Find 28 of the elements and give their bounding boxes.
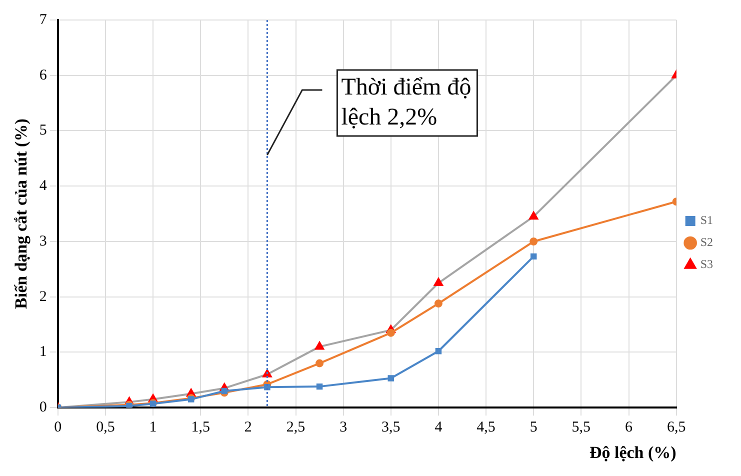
x-tick-label: 1,5 xyxy=(191,420,210,436)
x-tick-label: 6 xyxy=(625,420,634,436)
x-tick-label: 3 xyxy=(340,420,348,436)
y-tick-label: 1 xyxy=(39,344,47,360)
x-tick-label: 4,5 xyxy=(476,420,496,436)
legend-label: S3 xyxy=(700,257,714,272)
x-tick-label: 4 xyxy=(434,420,443,436)
y-tick-label: 2 xyxy=(39,288,47,305)
y-tick-label: 0 xyxy=(39,400,47,416)
y-tick-label: 5 xyxy=(39,122,47,139)
ref-line-label: Thời điểm độ lệch 2,2% xyxy=(341,74,472,130)
legend-label: S1 xyxy=(700,213,714,228)
x-tick-label: 6,5 xyxy=(666,420,686,436)
y-tick-label: 3 xyxy=(39,233,47,250)
x-tick-label: 5 xyxy=(530,420,538,436)
legend-label: S2 xyxy=(700,235,714,250)
x-axis-title: Độ lệch (%) xyxy=(589,443,676,462)
x-tick-label: 5,5 xyxy=(572,420,591,436)
y-axis-title: Biến dạng cắt của nút (%) xyxy=(12,118,31,309)
y-tick-label: 4 xyxy=(39,178,48,194)
x-tick-label: 0,5 xyxy=(96,420,115,436)
y-tick-label: 6 xyxy=(39,67,48,84)
x-tick-label: 0 xyxy=(54,420,62,436)
y-tick-label: 7 xyxy=(39,12,48,28)
x-tick-label: 3,5 xyxy=(382,420,400,436)
x-tick-label: 2,5 xyxy=(286,420,306,436)
x-tick-label: 1 xyxy=(149,420,157,436)
x-tick-label: 2 xyxy=(244,420,252,436)
